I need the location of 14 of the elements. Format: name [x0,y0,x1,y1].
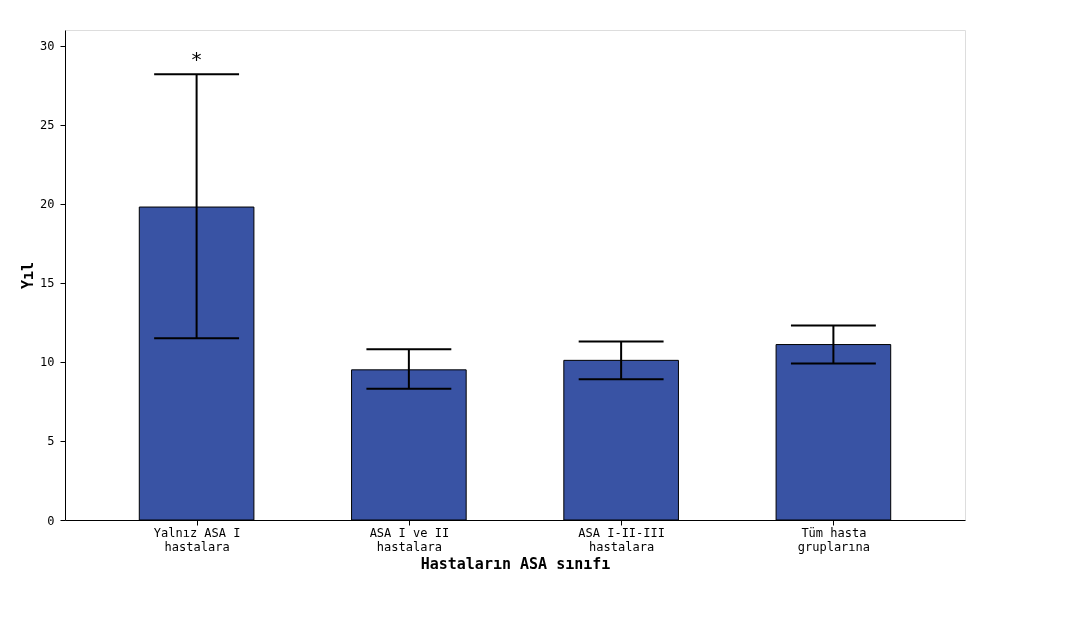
x-tick-label: ASA I ve II hastalara [369,525,450,554]
y-tick-label: 5 [47,434,55,449]
y-tick-label: 25 [40,118,55,133]
y-tick-label: 20 [40,197,55,212]
y-tick-label: 15 [40,276,55,291]
annotation: * [190,47,203,72]
y-tick-label: 10 [40,355,55,370]
x-tick-label: Yalnız ASA I hastalara [153,525,241,554]
x-axis-title: Hastaların ASA sınıfı [420,554,611,573]
y-axis-title: Yıl [19,261,38,290]
y-tick-label: 30 [40,39,55,54]
y-tick-label: 0 [47,513,55,528]
x-tick-label: ASA I-II-III hastalara [578,525,665,554]
x-tick-label: Tüm hasta gruplarına [797,525,871,554]
